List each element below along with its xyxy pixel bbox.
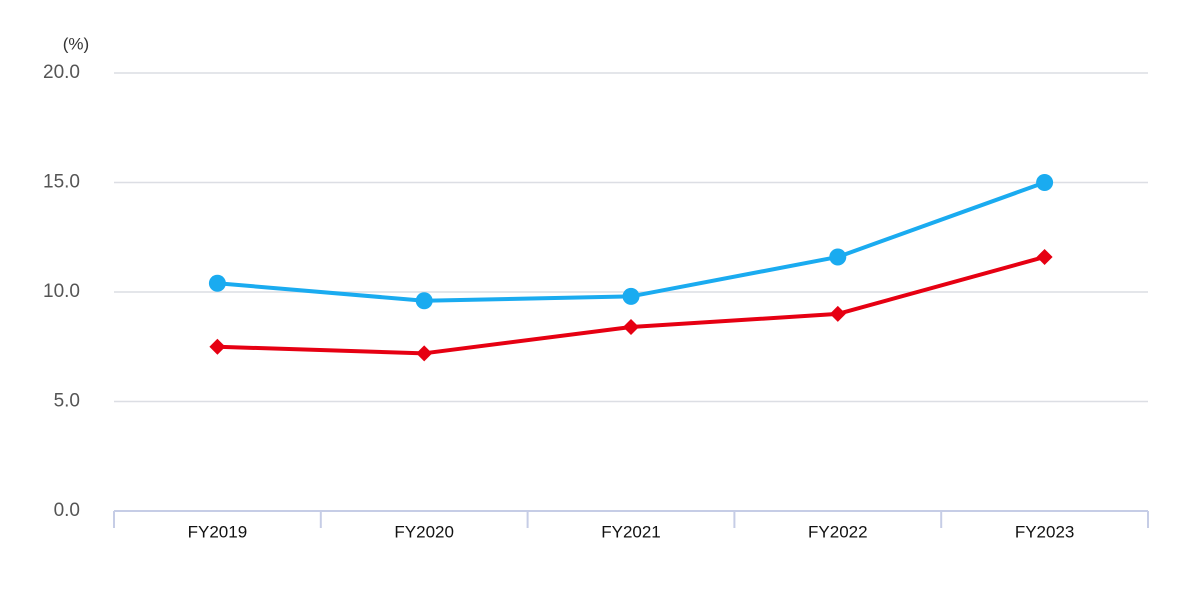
y-tick-label: 20.0 [43, 62, 80, 83]
x-tick-label: FY2019 [188, 522, 248, 541]
x-tick-label: FY2020 [394, 522, 454, 541]
y-axis-label: (%) [63, 34, 89, 53]
y-tick-label: 0.0 [54, 500, 80, 521]
marker [829, 305, 846, 322]
series-line [217, 255, 1046, 356]
marker [829, 248, 847, 266]
marker [416, 345, 433, 362]
y-tick-label: 5.0 [54, 391, 80, 412]
marker [622, 287, 640, 305]
marker [1036, 174, 1054, 191]
marker [1036, 248, 1053, 265]
x-tick-label: FY2023 [1015, 522, 1075, 541]
marker [623, 319, 639, 336]
marker [415, 292, 433, 310]
series-line [217, 180, 1046, 303]
y-tick-label: 15.0 [43, 172, 80, 193]
x-tick-label: FY2021 [601, 522, 661, 541]
marker [208, 274, 226, 292]
y-tick-label: 10.0 [43, 281, 80, 302]
x-tick-label: FY2022 [808, 522, 868, 541]
marker [209, 338, 226, 355]
